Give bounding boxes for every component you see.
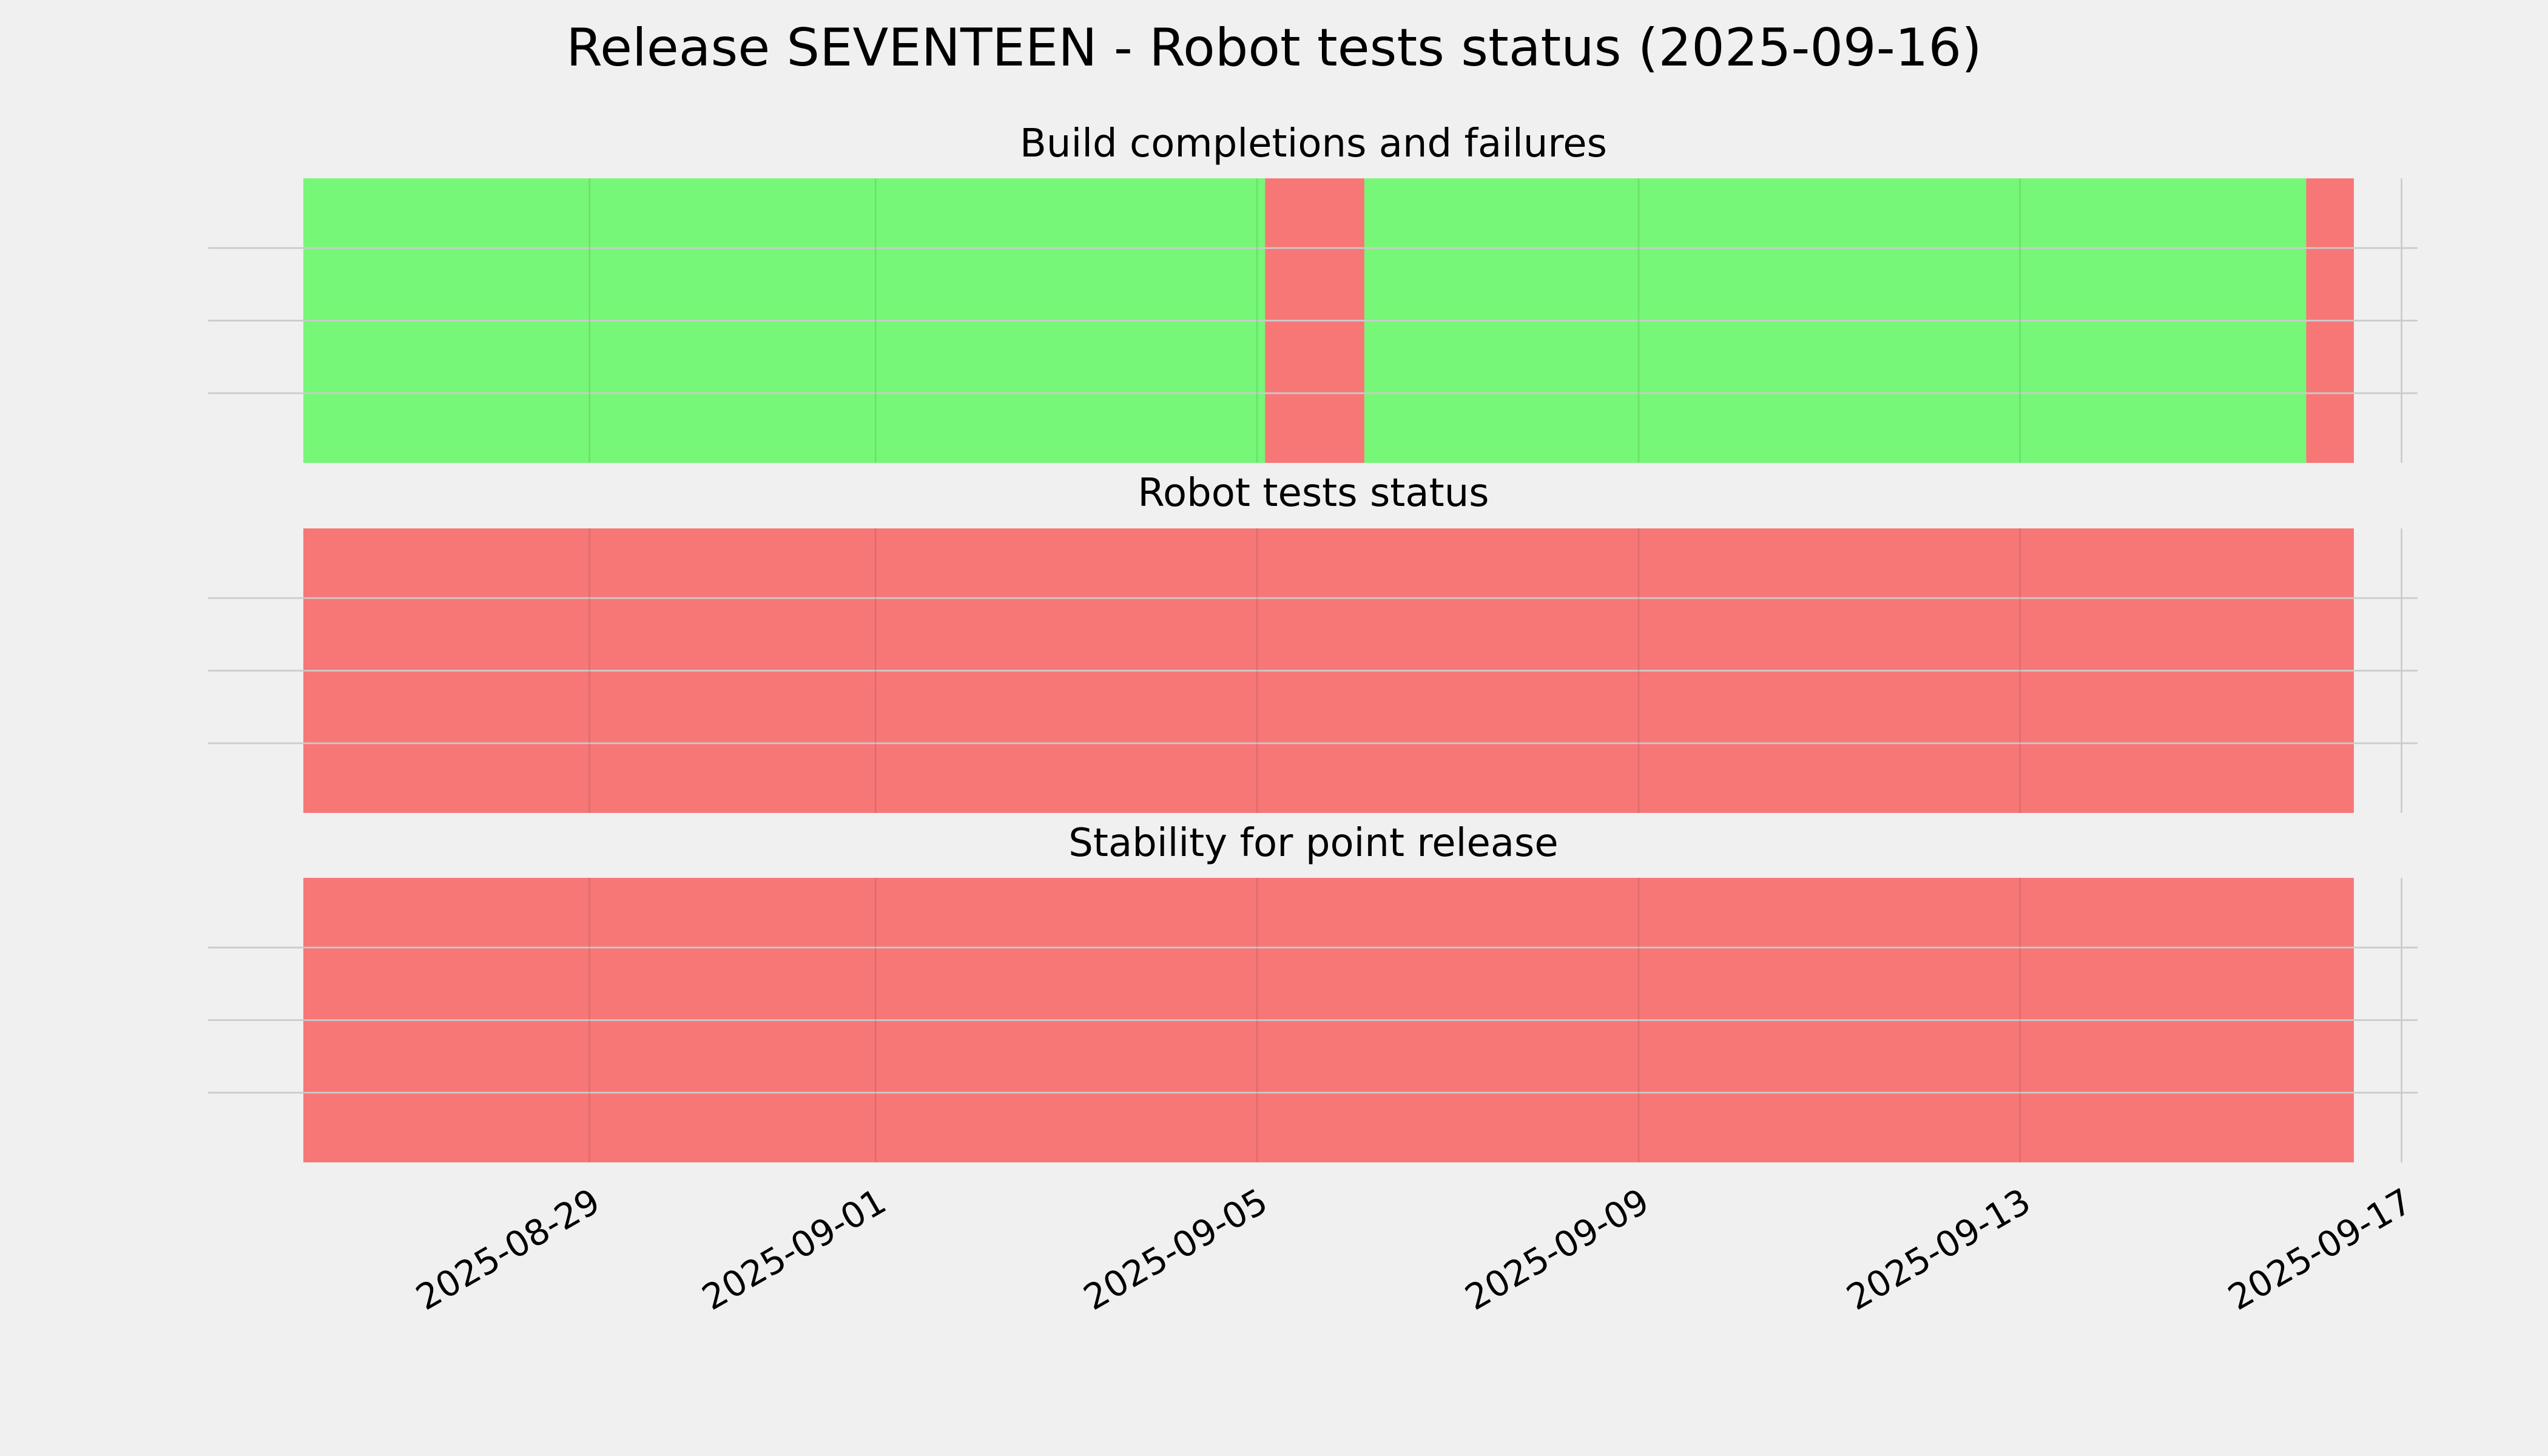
x-tick-label: 2025-09-05	[1077, 1181, 1275, 1318]
panel-title: Build completions and failures	[1020, 121, 1607, 166]
x-tick-label: 2025-09-09	[1458, 1181, 1656, 1318]
panel-1: Build completions and failures	[208, 121, 2418, 463]
panel-2: Robot tests status	[208, 471, 2418, 813]
x-tick-label: 2025-08-29	[409, 1181, 607, 1318]
panel-3: Stability for point release	[208, 821, 2418, 1162]
panel-title: Robot tests status	[1138, 471, 1489, 516]
x-tick-label: 2025-09-01	[695, 1181, 893, 1318]
panel-title: Stability for point release	[1068, 821, 1559, 866]
chart-title: Release SEVENTEEN - Robot tests status (…	[566, 18, 1982, 78]
x-tick-label: 2025-09-17	[2221, 1181, 2419, 1318]
x-tick-label: 2025-09-13	[1839, 1181, 2037, 1318]
